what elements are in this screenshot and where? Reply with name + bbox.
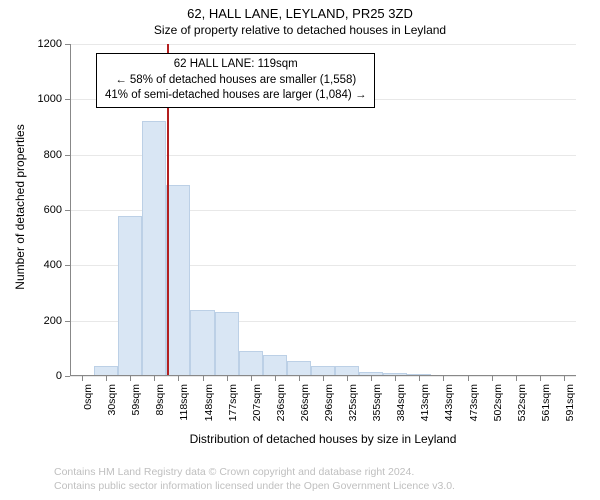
x-tick xyxy=(540,376,541,381)
annotation-line-3: 41% of semi-detached houses are larger (… xyxy=(105,88,366,104)
x-tick xyxy=(371,376,372,381)
x-tick xyxy=(130,376,131,381)
x-tick-label: 59sqm xyxy=(130,384,142,434)
histogram-bar xyxy=(287,361,311,376)
y-tick xyxy=(65,210,70,211)
x-tick-label: 266sqm xyxy=(299,384,311,434)
x-tick-label: 177sqm xyxy=(227,384,239,434)
x-tick-label: 473sqm xyxy=(468,384,480,434)
annotation-box: 62 HALL LANE: 119sqm ← 58% of detached h… xyxy=(96,53,375,108)
x-tick-label: 325sqm xyxy=(347,384,359,434)
x-tick xyxy=(227,376,228,381)
x-tick xyxy=(516,376,517,381)
x-tick xyxy=(154,376,155,381)
chart-subtitle: Size of property relative to detached ho… xyxy=(0,21,600,37)
x-tick-label: 236sqm xyxy=(275,384,287,434)
annotation-line-2: ← 58% of detached houses are smaller (1,… xyxy=(105,73,366,89)
y-tick xyxy=(65,321,70,322)
x-tick-label: 502sqm xyxy=(492,384,504,434)
y-tick-label: 1000 xyxy=(38,93,62,105)
y-tick-label: 1200 xyxy=(38,38,62,50)
x-tick xyxy=(443,376,444,381)
histogram-bar xyxy=(215,312,239,376)
x-tick xyxy=(492,376,493,381)
footer-line-1: Contains HM Land Registry data © Crown c… xyxy=(54,466,455,480)
x-tick xyxy=(251,376,252,381)
annotation-line-1: 62 HALL LANE: 119sqm xyxy=(105,57,366,73)
y-tick xyxy=(65,265,70,266)
x-axis-label: Distribution of detached houses by size … xyxy=(70,432,576,446)
histogram-bar xyxy=(118,216,142,376)
x-tick xyxy=(106,376,107,381)
x-tick-label: 355sqm xyxy=(371,384,383,434)
x-tick xyxy=(323,376,324,381)
y-tick-label: 600 xyxy=(44,204,62,216)
x-tick-label: 118sqm xyxy=(178,384,190,434)
x-tick xyxy=(82,376,83,381)
histogram-bar xyxy=(142,121,166,376)
x-tick-label: 0sqm xyxy=(82,384,94,434)
x-tick xyxy=(395,376,396,381)
histogram-bar xyxy=(166,185,190,376)
x-tick xyxy=(178,376,179,381)
x-tick xyxy=(347,376,348,381)
chart-container: 62, HALL LANE, LEYLAND, PR25 3ZD Size of… xyxy=(0,0,600,500)
x-tick-label: 443sqm xyxy=(443,384,455,434)
x-tick-label: 561sqm xyxy=(540,384,552,434)
chart-title: 62, HALL LANE, LEYLAND, PR25 3ZD xyxy=(0,0,600,21)
y-tick xyxy=(65,155,70,156)
x-tick-label: 384sqm xyxy=(395,384,407,434)
x-tick-label: 207sqm xyxy=(251,384,263,434)
x-tick-label: 413sqm xyxy=(419,384,431,434)
x-tick xyxy=(275,376,276,381)
x-tick-label: 296sqm xyxy=(323,384,335,434)
x-tick xyxy=(203,376,204,381)
histogram-bar xyxy=(239,351,263,376)
x-tick xyxy=(564,376,565,381)
y-tick xyxy=(65,376,70,377)
x-tick-label: 591sqm xyxy=(564,384,576,434)
y-tick-label: 0 xyxy=(56,370,62,382)
x-tick-label: 89sqm xyxy=(154,384,166,434)
x-tick-label: 532sqm xyxy=(516,384,528,434)
x-tick-label: 148sqm xyxy=(203,384,215,434)
x-tick xyxy=(419,376,420,381)
y-axis-line xyxy=(70,44,71,376)
y-tick xyxy=(65,44,70,45)
y-tick-label: 800 xyxy=(44,149,62,161)
x-tick-label: 30sqm xyxy=(106,384,118,434)
histogram-bar xyxy=(190,310,214,376)
x-tick xyxy=(299,376,300,381)
x-tick xyxy=(468,376,469,381)
footer-attribution: Contains HM Land Registry data © Crown c… xyxy=(54,466,455,493)
y-tick-label: 400 xyxy=(44,259,62,271)
y-tick-label: 200 xyxy=(44,315,62,327)
footer-line-2: Contains public sector information licen… xyxy=(54,480,455,494)
histogram-bar xyxy=(263,355,287,376)
y-tick xyxy=(65,99,70,100)
grid-line xyxy=(70,44,576,45)
y-axis-label: Number of detached properties xyxy=(13,117,27,297)
